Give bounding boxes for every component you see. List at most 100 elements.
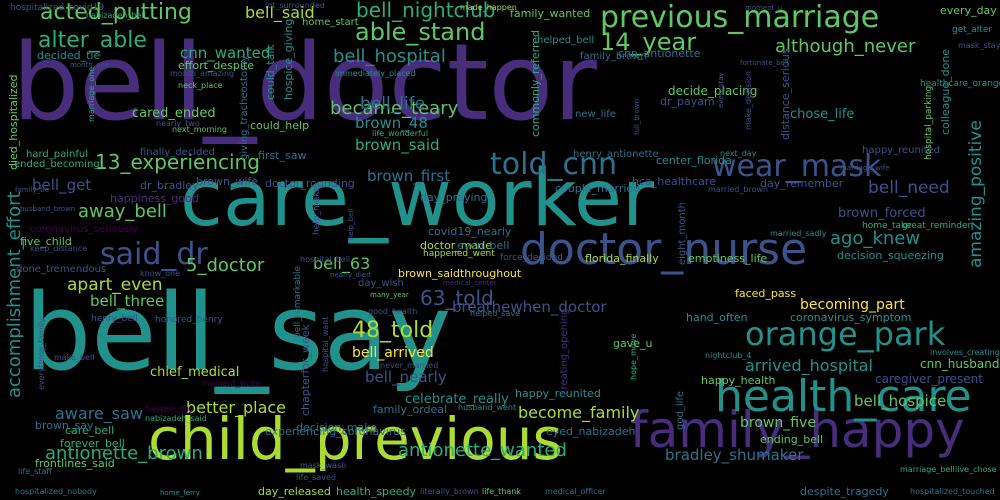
word-marriage-one: marriage_one [87,66,96,122]
word-day-wish: day_wish [358,278,404,289]
word-brown-48: brown_48 [355,114,428,132]
word-fortunate-bell: fortunate_bell [740,59,789,67]
word-helped-save: helped_save [470,309,521,318]
word-colleague-done: colleague_done [939,48,952,135]
word-hospitalized-touched: hospitalized_touched [910,487,995,496]
word-every-day: every_day [940,4,997,17]
word-said-dr: said_dr [100,237,208,272]
word-marriage-wife: marriage_wife [840,164,890,172]
word-celebrate-really: celebrate_really [405,392,509,407]
word-dr-bradley: dr_bradley [140,179,199,192]
word-antionette-wanted: antionette_wanted [398,440,567,461]
word-care-bell: care_bell [65,424,115,437]
word-honored-henry: honored_henry [155,315,223,325]
word-make-bell: make_bell [54,353,95,362]
word-could-help: could_help [250,119,310,132]
word-alter-able: alter_able [38,28,147,53]
word-know-one: know_one [140,269,181,278]
word-bell-nearly: bell_nearly [365,368,447,386]
word-help-make: help_make [312,186,322,235]
word-effort-despite: effort_despite [178,59,255,72]
word-caregiver-present: caregiver_present [875,372,983,386]
word-creating-opening: creating_opening [559,308,570,395]
word-day-released: day_released [258,485,331,498]
word-hand-often: hand_often [686,311,748,324]
word-eight-month: eight_month [677,202,688,265]
word-henry-antionette: henry_antionette [573,149,659,160]
word-florida-finally: florida_finally [585,252,659,265]
word-nabizadeh-bell: nabizadeh_bell [86,11,146,20]
word-cnn-husband: cnn_husband [920,357,1000,371]
word-decide-placing: decide_placing [668,84,758,98]
word-nightclub-4: nightclub_4 [705,351,752,360]
word-new-life: new_life [575,109,616,120]
word-helped-bell: helped_bell [537,35,595,46]
word-keep-distance: keep_distance [30,244,88,253]
word-bell-nightclub: bell_nightclub [356,0,496,22]
word-done-tremendous: done_tremendous [16,264,107,275]
word-first-saw: first_saw [258,149,307,162]
word-next-day: next_day [720,149,757,158]
word-coronavirus-symptom: coronavirus_symptom [790,311,912,324]
word-month-one: month_one [70,61,110,69]
word-although-never: although_never [775,36,916,57]
word-aware-saw: aware_saw [55,404,143,423]
word-family-tie: family_tie [15,186,50,194]
word-gave-u: gave_u [613,337,653,350]
word-bell-remarkable: bell_remarkable [293,265,303,338]
word-bell-need: bell_need [868,178,950,198]
word-ago-knew: ago_knew [830,228,921,249]
word-life-saved: life_saved [296,473,336,482]
word-make-decision: make_decision [744,71,753,130]
word-child-previous: child_previous [148,405,563,473]
word-bell-arrived: bell_arrived [352,345,434,361]
word-bell-life: bell_life [360,94,426,114]
word-nearly-two: nearly_two [156,119,200,128]
word-family-happy: family_happy [630,401,965,459]
word-mask-stay: mask_stay [958,41,1000,50]
word-life-staff: life_staff [18,467,52,476]
word-nabizadeh-said: nabizadeh_said [145,414,207,423]
word-bell-hospital: bell_hospital [333,46,446,67]
word-health-speedy: health_speedy [336,485,417,498]
word-happiness-good: happiness_good [110,192,199,205]
word-told-cnn: told_cnn [490,147,618,182]
word-couple-married: couple_married [555,182,641,195]
word-moment-woke: moment_woke [202,379,261,388]
word-hard-painful: hard_painful [26,149,88,160]
word-moment-u: moment_u [745,4,783,12]
word-commonly-referred: commonly_referred [529,29,542,137]
word-doctor-rounding: doctor_rounding [265,177,355,190]
word-cnn-wanted: cnn_wanted [180,44,271,62]
word-married-brown: married_brown [708,185,769,194]
word-healthcare-orange: healthcare_orange [920,79,1000,89]
word-husband-brown: husband_brown [20,205,76,213]
word-away-bell: away_bell [78,201,167,222]
word-involves-creating: involves_creating [930,348,1000,357]
word-decided-tie: decided_tie [37,49,101,62]
word-emptiness-life: emptiness_life [688,252,768,265]
word-brown-first: brown_first [367,167,451,185]
word-hospitalized-nobody: hospitalized_nobody [15,487,97,496]
word-next-morning: next_morning [172,125,227,134]
word-happy-reunited: happy_reunited [862,145,940,156]
word-bradley-shumaker: bradley_shumaker [665,446,804,464]
word-acted-putting: acted_putting [40,0,192,25]
word-nearly-died: nearly_died [330,271,371,279]
word-great-reminder: great_reminder [902,221,972,231]
word-bell-get: bell_get [32,176,92,194]
word-previous-marriage: previous_marriage [600,0,880,35]
word-hospital-want: hospital_want [321,316,330,372]
word-hospital-parking: hospital_parking [924,85,934,160]
word-married-sadly: married_sadly [770,229,827,238]
word-ended-becoming: ended_becoming [14,159,100,170]
word-faced-pass: faced_pass [735,287,797,300]
word-eyed-nabizadeh: eyed_nabizadeh [546,425,636,438]
word-died-hospitalized: died_hospitalized [7,74,20,170]
word-brown-saidthroughout: brown_saidthroughout [398,267,522,280]
word-hospitalized-covid19: hospitalized_covid19 [10,3,105,13]
word-many-year: many_year [370,291,409,299]
word-husband-went: husband_went [458,403,517,412]
word-dr-payam: dr_payam [660,95,715,108]
word-accomplishment-effort: accomplishment_effort [4,191,25,398]
